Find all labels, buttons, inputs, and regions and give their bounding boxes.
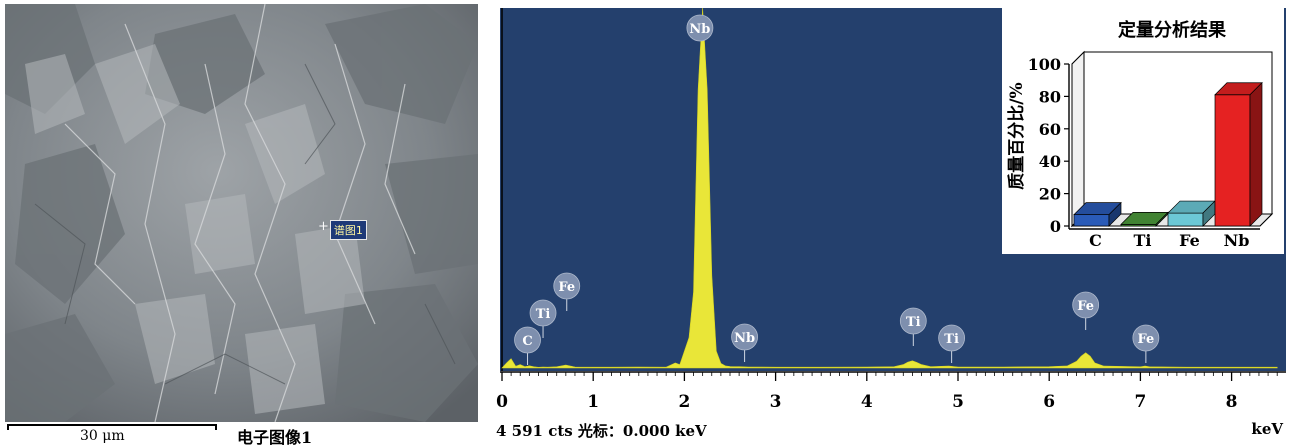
peak-label-text: Ti — [536, 307, 551, 322]
x-tick-label: 3 — [770, 392, 782, 412]
bar-y-axis: 0 20 40 60 80 100 — [1028, 55, 1069, 236]
bar-category-label: C — [1089, 231, 1102, 250]
bar-y-tick-label: 60 — [1039, 120, 1061, 139]
sem-image: + 谱图1 — [5, 4, 478, 422]
peak-label-ti: Ti — [938, 324, 966, 363]
peak-label-text: Fe — [1137, 332, 1154, 347]
spectrum-x-axis: 0 1 2 3 4 5 6 7 8 — [496, 371, 1286, 412]
bar-x-axis: C Ti Fe Nb — [1089, 231, 1249, 250]
spectrum-area — [501, 7, 1278, 369]
bar-category-label: Fe — [1179, 231, 1200, 250]
x-tick-label: 7 — [1134, 392, 1146, 412]
peak-label-text: C — [522, 334, 532, 349]
scale-bar — [7, 424, 217, 430]
bar-y-tick-label: 0 — [1050, 217, 1061, 236]
peak-label-nb: Nb — [686, 14, 714, 42]
x-tick-label: 0 — [496, 392, 508, 412]
peak-labels: Nb C Ti Fe Nb Ti Ti Fe Fe — [514, 14, 1160, 365]
bar-category-label: Ti — [1134, 231, 1152, 250]
quant-bar-chart: 定量分析结果 0 20 40 60 80 100 C Ti Fe Nb 质量百分比/% — [1006, 19, 1274, 250]
bar-c — [1073, 201, 1122, 227]
scale-bar-label: 30 μm — [80, 428, 125, 444]
bar-y-tick-label: 40 — [1039, 152, 1061, 171]
marker-label: 谱图1 — [329, 220, 367, 240]
x-tick-label: 1 — [587, 392, 599, 412]
bar-category-label: Nb — [1224, 231, 1250, 250]
spectrum-marker: + 谱图1 — [318, 220, 367, 240]
x-tick-label: 4 — [861, 392, 873, 412]
x-tick-label: 8 — [1226, 392, 1238, 412]
peak-label-nb: Nb — [731, 323, 758, 362]
peak-label-fe: Fe — [553, 272, 581, 311]
peak-label-text: Fe — [558, 280, 575, 295]
quant-inset: 定量分析结果 0 20 40 60 80 100 C Ti Fe Nb 质量百分比/% — [1002, 6, 1284, 254]
peak-label-fe: Fe — [1132, 324, 1160, 363]
peak-label-c: C — [514, 326, 541, 365]
sem-texture — [5, 4, 478, 422]
bar-y-tick-label: 20 — [1039, 185, 1061, 204]
x-tick-label: 6 — [1043, 392, 1055, 412]
x-tick-label: 2 — [678, 392, 690, 412]
bar-marks — [1073, 81, 1263, 227]
peak-label-text: Nb — [734, 331, 755, 346]
spectrum-footer: 4 591 cts 光标：0.000 keV — [496, 422, 707, 440]
peak-label-text: Fe — [1077, 299, 1094, 314]
peak-label-text: Ti — [944, 332, 959, 347]
bar-fe — [1167, 200, 1216, 227]
x-tick-label: 5 — [952, 392, 964, 412]
bar-chart-title: 定量分析结果 — [1118, 19, 1227, 41]
crosshair-icon: + — [318, 219, 329, 234]
bar-y-label: 质量百分比/% — [1006, 82, 1027, 189]
bar-nb — [1214, 81, 1263, 227]
peak-label-text: Ti — [906, 315, 921, 330]
peak-label-text: Nb — [689, 22, 710, 37]
bar-y-tick-label: 80 — [1039, 87, 1061, 106]
peak-label-fe: Fe — [1072, 291, 1100, 330]
x-axis-unit: keV — [1251, 420, 1283, 438]
peak-label-ti: Ti — [529, 299, 557, 338]
peak-label-ti: Ti — [899, 307, 927, 346]
sem-caption: 电子图像1 — [237, 428, 313, 447]
bar-y-tick-label: 100 — [1028, 55, 1061, 74]
bar-ti — [1120, 211, 1169, 227]
